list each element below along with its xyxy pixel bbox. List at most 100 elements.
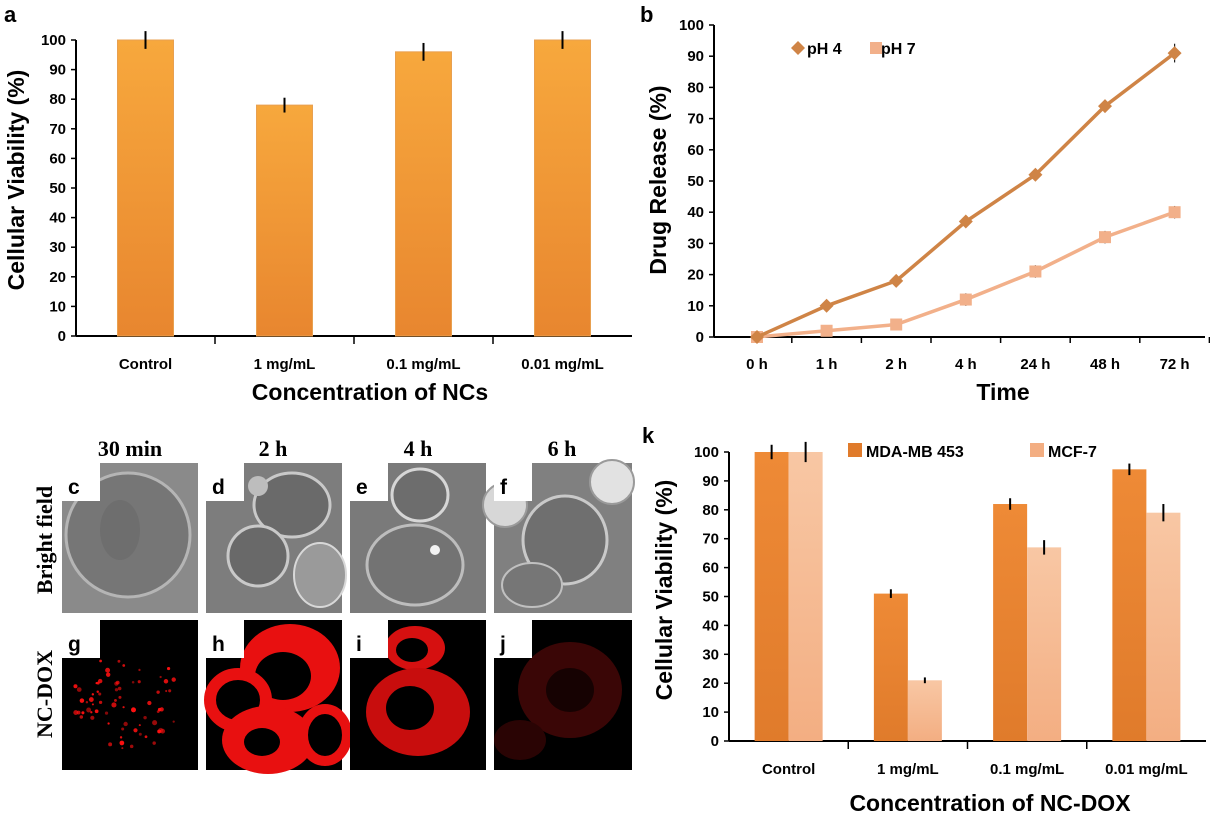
fluorescence-dot bbox=[123, 721, 128, 727]
panel-a-y-axis-title: Cellular Viability (%) bbox=[3, 70, 29, 291]
fluorescence-dot bbox=[157, 707, 162, 712]
microscopy-grid: 30 min 2 h 4 h 6 h Bright field NC-DOX c… bbox=[32, 436, 635, 774]
panel-k-chart: k 0 10 20 30 40 50 60 70 80 90 100 Control 1 mg/mL 0.… bbox=[642, 423, 1206, 816]
fluorescence-dot bbox=[73, 710, 79, 715]
fluorescence-dot bbox=[159, 675, 162, 679]
fluorescence-dot bbox=[138, 668, 141, 672]
time-label-2h: 2 h bbox=[259, 436, 288, 461]
fluorescence-dot bbox=[138, 724, 141, 727]
panel-h-letter: h bbox=[212, 633, 225, 656]
fluorescence-dot bbox=[143, 715, 147, 720]
panel-a-y-tick-label: 10 bbox=[49, 298, 66, 315]
panel-b-x-tick-label: 1 h bbox=[816, 356, 838, 373]
panel-b-point-ph-7 bbox=[890, 318, 903, 331]
fluorescence-dot bbox=[98, 692, 102, 696]
panel-b-x-tick-label: 2 h bbox=[885, 356, 907, 373]
fluorescence-image-g: g bbox=[62, 620, 198, 770]
panel-b-y-tick-label: 10 bbox=[687, 298, 704, 315]
fluorescence-dot bbox=[79, 698, 85, 703]
panel-k-y-tick-label: 80 bbox=[702, 502, 719, 519]
panel-a-y-tick-label: 90 bbox=[49, 62, 66, 79]
panel-b-y-tick-label: 80 bbox=[687, 79, 704, 96]
panel-a-bar-0-1-mg-ml bbox=[395, 51, 452, 337]
fluorescence-dot bbox=[85, 701, 89, 704]
fluorescence-dot bbox=[168, 689, 172, 693]
row-label-nc-dox: NC-DOX bbox=[32, 650, 57, 738]
panel-k-y-tick-label: 70 bbox=[702, 531, 719, 548]
fluorescence-dot bbox=[152, 720, 158, 726]
panel-k-bar-mcf-7-1-mg-ml bbox=[907, 680, 942, 741]
fluorescence-dot bbox=[121, 747, 124, 750]
fluorescence-dot bbox=[163, 679, 169, 684]
bright-field-image-e: e bbox=[350, 463, 486, 613]
panel-b-x-tick-label: 24 h bbox=[1020, 356, 1050, 373]
fluorescence-dot bbox=[137, 680, 141, 684]
panel-a-bar-1-mg-ml bbox=[256, 104, 313, 337]
panel-k-x-tick-label: 0.1 mg/mL bbox=[990, 761, 1064, 778]
panel-b-point-ph-4 bbox=[958, 214, 973, 229]
fluorescence-dot bbox=[147, 700, 152, 706]
fluorescence-image-i: i bbox=[350, 620, 486, 770]
fluorescence-dot bbox=[122, 664, 126, 667]
fluorescence-dot bbox=[117, 659, 121, 663]
fluorescence-dot bbox=[73, 684, 78, 689]
panel-b-x-axis-title: Time bbox=[976, 379, 1029, 405]
panel-b-y-tick-label: 70 bbox=[687, 111, 704, 128]
panel-b-point-ph-4 bbox=[1098, 99, 1112, 114]
legend-diamond-marker bbox=[791, 41, 805, 55]
panel-i-letter: i bbox=[356, 633, 362, 656]
panel-a-x-tick-label: 1 mg/mL bbox=[254, 356, 316, 373]
fluorescence-dot bbox=[121, 727, 125, 731]
panel-b-chart: b 0 10 20 30 40 50 60 70 80 90 100 0 h 1 h 2 h 4 h 24 h… bbox=[640, 2, 1210, 405]
panel-b-y-tick-label: 100 bbox=[679, 17, 704, 34]
panel-b-point-ph-7 bbox=[1099, 231, 1111, 244]
fluorescence-dot bbox=[122, 706, 125, 709]
panel-g-letter: g bbox=[68, 633, 81, 656]
panel-b-x-tick-label: 4 h bbox=[955, 356, 977, 373]
legend-label-mda: MDA-MB 453 bbox=[866, 444, 964, 461]
time-label-30min: 30 min bbox=[98, 436, 162, 461]
fluorescence-image-h: h bbox=[204, 620, 352, 774]
panel-b-y-axis-title: Drug Release (%) bbox=[645, 85, 671, 274]
fluorescence-dot bbox=[118, 695, 122, 699]
fluorescence-dot bbox=[76, 687, 82, 692]
legend-swatch-mcf7 bbox=[1030, 443, 1044, 457]
fluorescence-dot bbox=[91, 703, 94, 706]
panel-f-letter: f bbox=[500, 476, 508, 499]
panel-b-y-tick-label: 40 bbox=[687, 204, 704, 221]
panel-b-y-tick-label: 30 bbox=[687, 235, 704, 252]
legend-label-mcf7: MCF-7 bbox=[1048, 444, 1097, 461]
panel-k-bar-mcf-7-0-01-mg-ml bbox=[1146, 512, 1181, 741]
fluorescence-dot bbox=[91, 693, 95, 696]
panel-b-x-tick-label: 0 h bbox=[746, 356, 768, 373]
panel-k-letter: k bbox=[642, 423, 655, 448]
panel-a-chart: a 0 10 20 30 40 50 60 70 80 90 100 Control 1 mg/mL 0.… bbox=[3, 2, 632, 405]
legend-label-ph4: pH 4 bbox=[807, 41, 842, 58]
panel-b-letter: b bbox=[640, 2, 653, 27]
fluorescence-dot bbox=[117, 686, 122, 691]
panel-j-letter: j bbox=[499, 633, 506, 656]
panel-b-point-ph-4 bbox=[1028, 167, 1043, 182]
panel-a-bar-control bbox=[117, 39, 174, 337]
panel-b-x-tick-label: 72 h bbox=[1160, 356, 1190, 373]
bright-field-image-d: d bbox=[206, 463, 347, 613]
row-label-bright-field: Bright field bbox=[32, 486, 57, 594]
fluorescence-dot bbox=[96, 690, 100, 693]
panel-a-y-tick-label: 70 bbox=[49, 121, 66, 138]
panel-k-bar-mda-mb-453-0-1-mg-ml bbox=[993, 504, 1028, 741]
panel-a-x-axis-title: Concentration of NCs bbox=[252, 379, 488, 405]
panel-a-y-tick-label: 100 bbox=[41, 32, 66, 49]
panel-b-point-ph-4 bbox=[1167, 46, 1182, 61]
panel-b-y-tick-label: 90 bbox=[687, 48, 704, 65]
fluorescence-dot bbox=[105, 672, 111, 677]
legend-label-ph7: pH 7 bbox=[881, 41, 916, 58]
panel-k-y-tick-label: 50 bbox=[702, 589, 719, 606]
fluorescence-dot bbox=[156, 690, 160, 694]
fluorescence-dot bbox=[157, 729, 162, 734]
panel-k-y-tick-label: 20 bbox=[702, 675, 719, 692]
fluorescence-dot bbox=[133, 728, 138, 733]
panel-b-point-ph-7 bbox=[1029, 265, 1042, 278]
panel-a-y-tick-label: 40 bbox=[49, 210, 66, 227]
legend-swatch-mda bbox=[848, 443, 862, 457]
